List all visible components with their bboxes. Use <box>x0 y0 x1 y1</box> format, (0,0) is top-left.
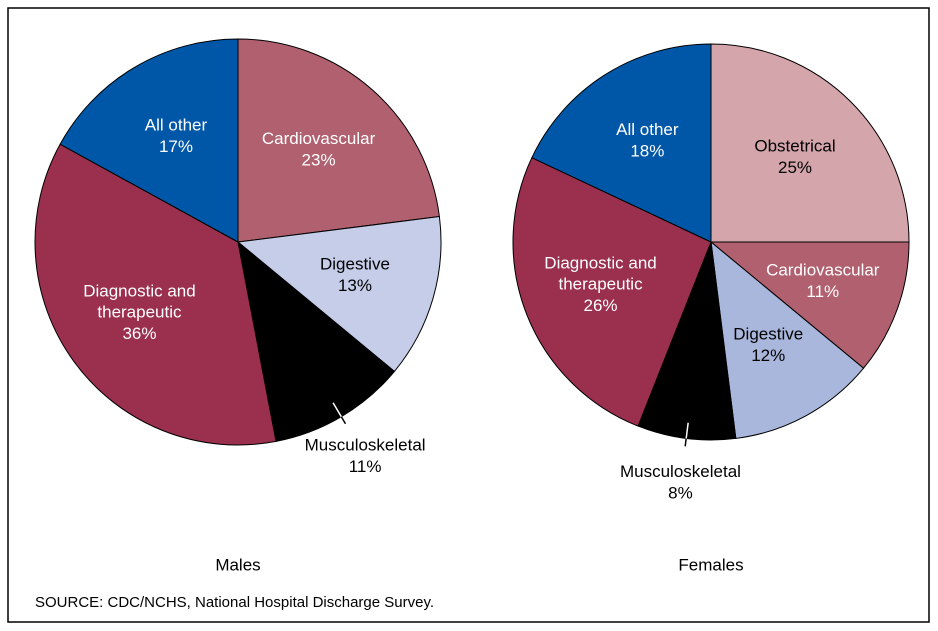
value-label: 12% <box>751 346 785 365</box>
pie-slice <box>710 240 865 439</box>
label-line: Cardiovascular <box>262 130 376 149</box>
label-line: Obstetrical <box>754 137 835 156</box>
pie-slice <box>710 43 910 243</box>
pie-slice <box>59 38 239 243</box>
label-line: therapeutic <box>97 303 182 322</box>
value-label: 11% <box>349 457 382 476</box>
pie-slice <box>709 241 910 369</box>
value-label: 25% <box>778 158 812 177</box>
slice-label: Cardiovascular <box>262 130 376 149</box>
value-label: 8% <box>668 484 693 503</box>
pie-title: Females <box>678 555 743 574</box>
label-line: Digestive <box>733 325 803 344</box>
pie-slice <box>34 143 277 446</box>
slice-label: Musculoskeletal <box>620 463 741 482</box>
slice-label: All other <box>616 121 679 140</box>
label-line: Musculoskeletal <box>620 463 741 482</box>
leader-line <box>684 438 687 447</box>
label-line: Cardiovascular <box>766 261 880 280</box>
value-label: 36% <box>122 324 156 343</box>
value-label: 26% <box>584 296 618 315</box>
label-line: Musculoskeletal <box>305 436 426 455</box>
slice-label: Digestive <box>733 325 803 344</box>
slice-label: Cardiovascular <box>766 261 880 280</box>
value-label: 23% <box>302 151 336 170</box>
label-line: Digestive <box>320 255 390 274</box>
value-label: 11% <box>806 282 839 301</box>
value-label: 17% <box>159 137 193 156</box>
slice-label: Musculoskeletal <box>305 436 426 455</box>
source-note: SOURCE: CDC/NCHS, National Hospital Disc… <box>35 594 434 611</box>
value-label: 18% <box>630 142 664 161</box>
label-line: All other <box>145 116 208 135</box>
label-line: Diagnostic and <box>544 254 656 273</box>
label-line: therapeutic <box>558 275 643 294</box>
slice-label: Digestive <box>320 255 390 274</box>
value-label: 13% <box>338 276 372 295</box>
slice-label: Diagnostic and therapeutic <box>83 282 195 322</box>
slice-label: Obstetrical <box>754 137 835 156</box>
pie-slice <box>237 38 440 243</box>
pie-slice <box>531 43 712 243</box>
pie-slice <box>512 157 712 427</box>
leader-line <box>340 416 347 425</box>
label-line: Diagnostic and <box>83 282 195 301</box>
slice-label: All other <box>145 116 208 135</box>
label-line: All other <box>616 121 679 140</box>
pie-title: Males <box>215 555 260 574</box>
pie-slice <box>236 215 442 373</box>
slice-label: Diagnostic and therapeutic <box>544 254 656 294</box>
